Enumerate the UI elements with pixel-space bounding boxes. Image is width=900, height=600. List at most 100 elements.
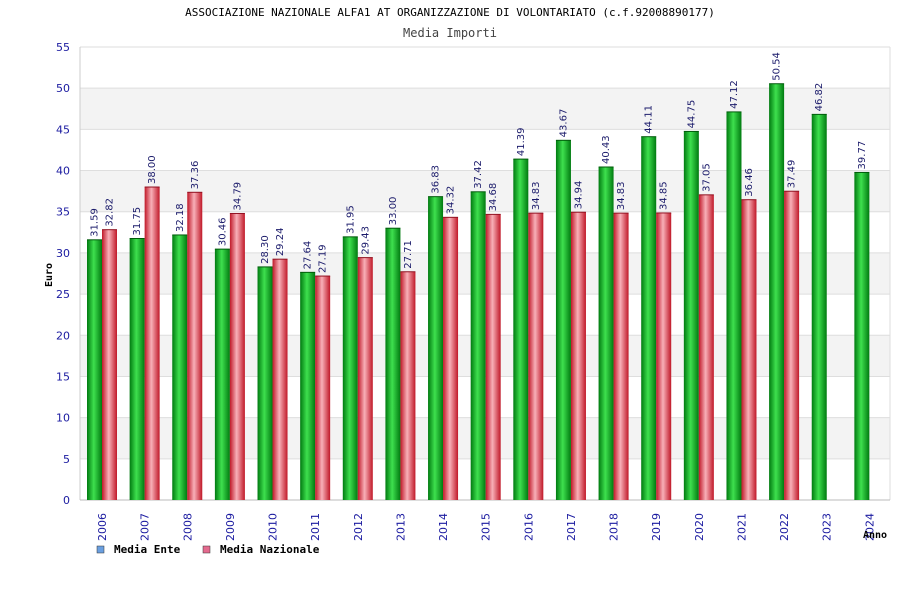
bar-label-media-ente: 28.30 (260, 235, 271, 264)
y-tick-label: 40 (56, 165, 70, 178)
bar-label-media-ente: 30.46 (217, 217, 228, 246)
y-tick-label: 0 (63, 494, 70, 507)
bar-label-media-nazionale: 27.71 (403, 240, 414, 269)
bar-media-ente (470, 191, 486, 500)
y-tick-label: 30 (56, 247, 70, 260)
x-tick-label: 2024 (863, 513, 876, 541)
bar-media-nazionale (570, 212, 586, 501)
x-tick-label: 2009 (224, 513, 237, 541)
bar-label-media-nazionale: 34.79 (232, 182, 243, 211)
bar-labels-group: 31.59 32.82 31.75 38.00 32.18 37.36 30.46 34.79… (90, 52, 868, 273)
legend-label-nazionale: Media Nazionale (220, 543, 320, 556)
y-tick-label: 55 (56, 41, 70, 54)
x-tick-label: 2013 (394, 513, 407, 541)
bar-media-nazionale (315, 276, 331, 500)
bar-label-media-nazionale: 37.49 (787, 160, 798, 189)
bar-label-media-ente: 31.95 (345, 205, 356, 234)
bar-label-media-ente: 44.11 (644, 105, 655, 134)
y-tick-label: 45 (56, 123, 70, 136)
bar-label-media-ente: 33.00 (388, 197, 399, 226)
x-tick-label: 2008 (181, 513, 194, 541)
bar-label-media-nazionale: 34.85 (659, 181, 670, 210)
grid-band (80, 129, 890, 171)
x-axis-label: Anno (863, 530, 887, 541)
y-axis-label: Euro (44, 263, 55, 287)
x-tick-label: 2017 (565, 513, 578, 541)
legend-swatch-ente (96, 545, 105, 554)
bar-label-media-nazionale: 32.82 (105, 198, 116, 227)
x-axis: 2006 2007 2008 2009 2010 2011 2012 2013 2014 2015… (96, 513, 876, 541)
x-tick-label: 2014 (437, 513, 450, 541)
bar-label-media-ente: 43.67 (558, 109, 569, 138)
bar-media-nazionale (144, 187, 160, 500)
x-tick-label: 2023 (821, 513, 834, 541)
bar-media-ente (555, 140, 571, 500)
x-tick-label: 2022 (778, 513, 791, 541)
legend: Media Ente Media Nazionale (96, 543, 320, 556)
bar-label-media-ente: 36.83 (431, 165, 442, 194)
bar-media-nazionale (485, 214, 501, 500)
bar-media-ente (87, 239, 102, 500)
bar-label-media-nazionale: 29.24 (275, 228, 286, 257)
bar-label-media-ente: 31.59 (90, 208, 101, 237)
grid-band (80, 47, 890, 89)
bar-label-media-ente: 40.43 (601, 135, 612, 164)
bar-media-ente (811, 114, 827, 501)
x-tick-label: 2019 (650, 513, 663, 541)
bar-media-nazionale (102, 229, 117, 500)
bar-media-nazionale (272, 259, 288, 500)
bar-label-media-nazionale: 37.05 (701, 163, 712, 192)
bar-media-ente (428, 196, 444, 500)
bar-label-media-nazionale: 34.32 (446, 186, 457, 215)
bar-label-media-ente: 41.39 (516, 127, 527, 156)
bar-media-nazionale (656, 212, 672, 501)
grid-band (80, 88, 890, 130)
bar-media-ente (385, 228, 401, 500)
x-tick-label: 2011 (309, 513, 322, 541)
bar-label-media-nazionale: 38.00 (147, 155, 158, 184)
bar-media-ente (598, 167, 614, 500)
bar-media-nazionale (187, 192, 203, 500)
bar-label-media-ente: 47.12 (729, 80, 740, 109)
bar-label-media-ente: 32.18 (175, 203, 186, 232)
chart-title: ASSOCIAZIONE NAZIONALE ALFA1 AT ORGANIZZ… (185, 6, 715, 19)
bar-label-media-ente: 50.54 (772, 52, 783, 81)
bar-label-media-nazionale: 37.36 (190, 161, 201, 190)
bar-media-nazionale (229, 213, 245, 500)
y-tick-label: 15 (56, 370, 70, 383)
x-tick-label: 2012 (352, 513, 365, 541)
bar-media-ente (854, 172, 870, 500)
x-tick-label: 2015 (480, 513, 493, 541)
bar-media-nazionale (528, 213, 544, 501)
y-tick-label: 10 (56, 412, 70, 425)
bar-media-ente (300, 272, 316, 500)
x-tick-label: 2021 (735, 513, 748, 541)
bar-label-media-ente: 39.77 (857, 141, 868, 170)
bar-label-media-ente: 46.82 (814, 83, 825, 112)
bar-label-media-ente: 27.64 (303, 241, 314, 270)
bar-media-ente (129, 238, 145, 500)
bar-label-media-nazionale: 36.46 (744, 168, 755, 197)
bar-media-nazionale (741, 199, 757, 500)
bar-label-media-nazionale: 34.83 (531, 181, 542, 210)
bar-media-ente (641, 136, 657, 500)
bar-media-nazionale (784, 191, 800, 500)
bar-media-ente (172, 234, 188, 501)
bar-media-ente (342, 236, 358, 500)
y-tick-label: 20 (56, 329, 70, 342)
y-tick-label: 25 (56, 288, 70, 301)
legend-swatch-nazionale (202, 545, 211, 554)
x-tick-label: 2016 (522, 513, 535, 541)
bar-media-nazionale (443, 217, 459, 500)
bar-media-ente (513, 159, 529, 500)
legend-label-ente: Media Ente (114, 543, 181, 556)
bar-label-media-ente: 37.42 (473, 160, 484, 189)
x-tick-label: 2020 (693, 513, 706, 541)
x-tick-label: 2010 (267, 513, 280, 541)
bars-group (87, 83, 870, 501)
bar-media-ente (214, 249, 230, 500)
x-tick-label: 2007 (139, 513, 152, 541)
bar-media-ente (257, 266, 273, 500)
y-tick-label: 50 (56, 82, 70, 95)
bar-media-ente (769, 83, 785, 500)
